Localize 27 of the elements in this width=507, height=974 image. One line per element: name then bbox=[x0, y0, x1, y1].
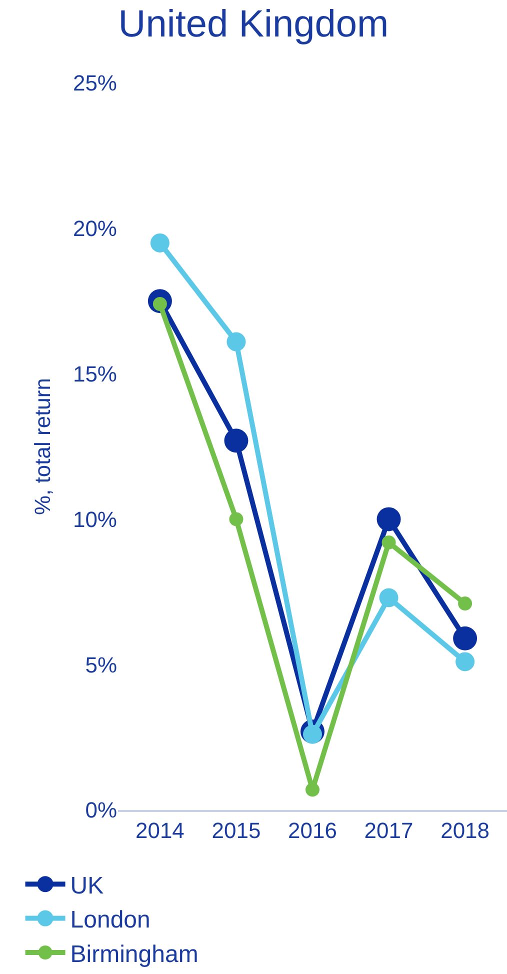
point bbox=[453, 626, 478, 650]
point bbox=[229, 512, 244, 526]
y-tick-label: 5% bbox=[85, 652, 117, 678]
legend-label: Birmingham bbox=[70, 940, 198, 968]
x-tick-label: 2018 bbox=[440, 818, 490, 844]
point bbox=[379, 588, 398, 608]
y-tick-label: 15% bbox=[72, 362, 117, 386]
y-tick-label: 10% bbox=[72, 506, 117, 532]
point bbox=[224, 428, 248, 453]
point bbox=[150, 233, 170, 252]
point bbox=[456, 652, 475, 672]
point bbox=[458, 596, 472, 611]
legend-label: UK bbox=[70, 872, 104, 900]
y-tick-label: 25% bbox=[72, 70, 117, 96]
x-tick-label: 2014 bbox=[135, 818, 184, 844]
y-axis-title: %, total return bbox=[30, 378, 55, 515]
y-tick-label: 0% bbox=[85, 798, 117, 823]
point bbox=[306, 782, 320, 797]
y-tick-label: 20% bbox=[72, 216, 117, 242]
x-tick-label: 2015 bbox=[212, 818, 261, 844]
x-tick-label: 2016 bbox=[288, 818, 337, 844]
legend-label: London bbox=[70, 906, 150, 934]
point bbox=[376, 507, 401, 532]
x-tick-label: 2017 bbox=[364, 818, 414, 844]
chart-title: United Kingdom bbox=[118, 3, 389, 46]
point bbox=[226, 332, 246, 352]
point bbox=[382, 535, 396, 550]
